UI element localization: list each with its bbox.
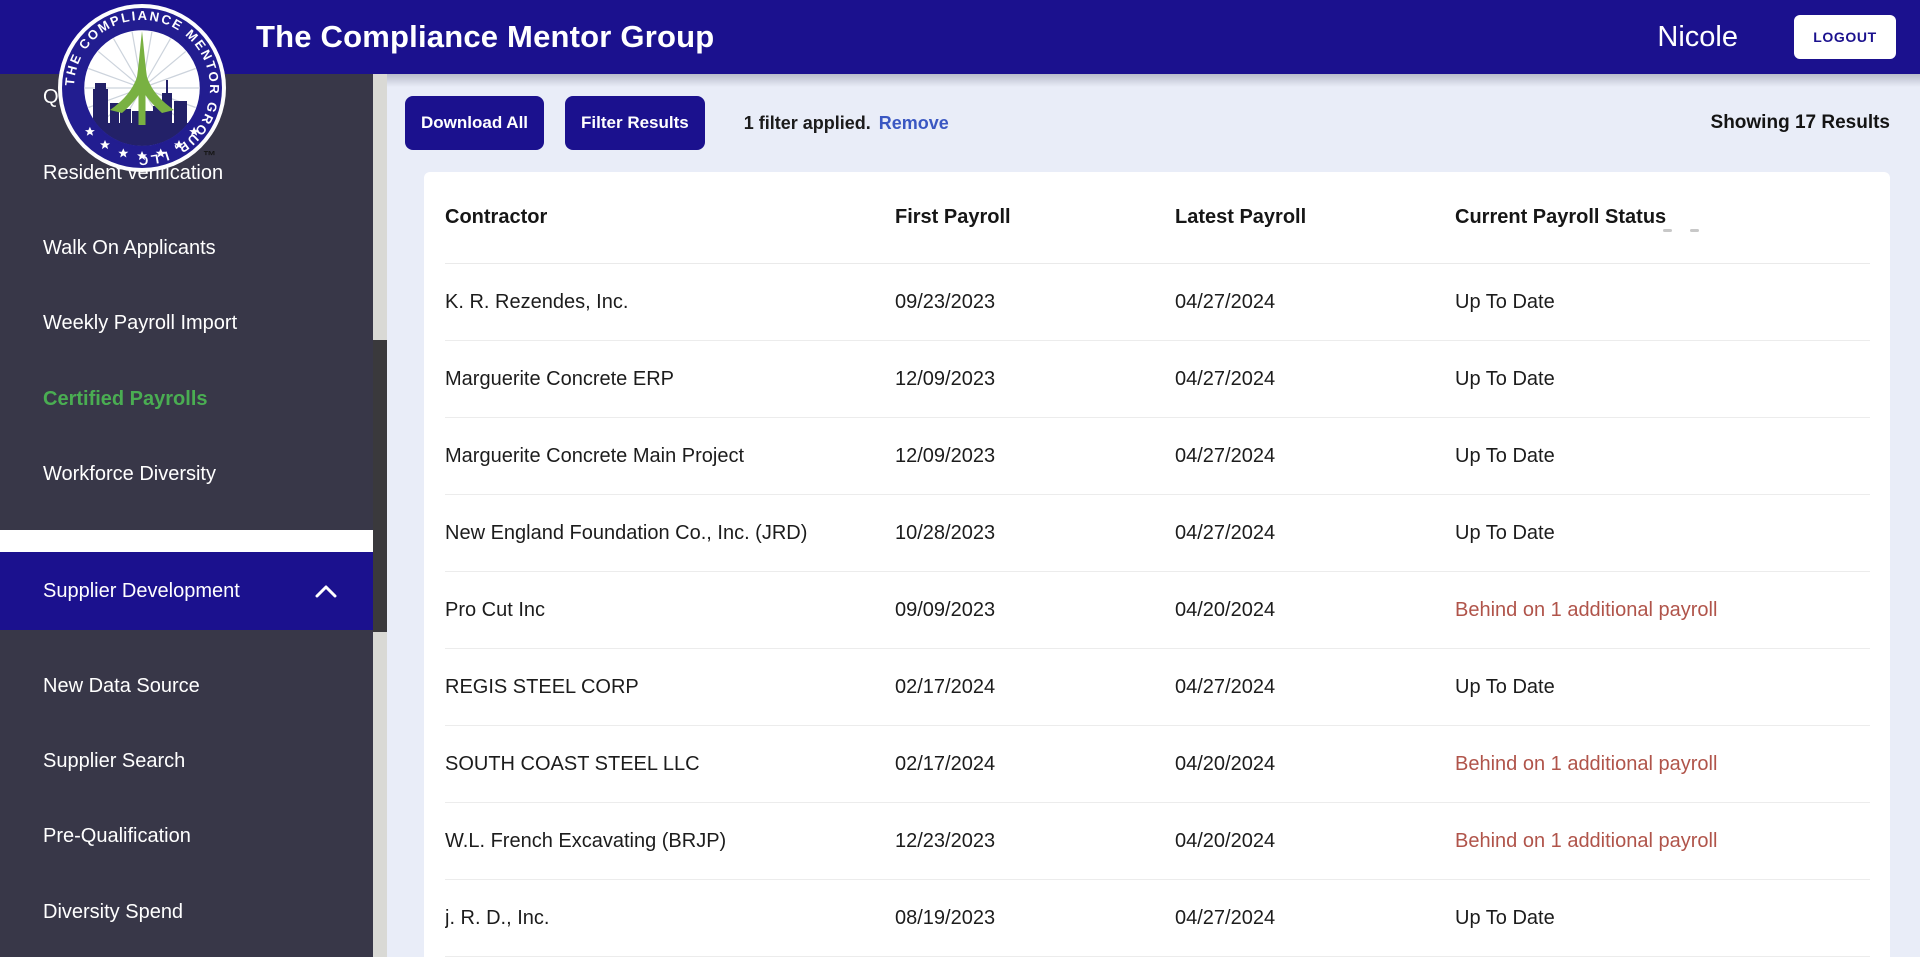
latest-payroll-cell: 04/20/2024 bbox=[1175, 598, 1276, 621]
sidebar-item-weekly-payroll-import[interactable]: Weekly Payroll Import bbox=[43, 312, 238, 335]
download-all-button[interactable]: Download All bbox=[405, 96, 545, 150]
status-cell: Behind on 1 additional payroll bbox=[1455, 598, 1718, 621]
top-bar: The Compliance Mentor Group Nicole LOGOU… bbox=[0, 0, 1920, 74]
logout-button[interactable]: LOGOUT bbox=[1794, 15, 1896, 59]
supplier-development-label: Supplier Development bbox=[43, 579, 240, 602]
sidebar-nav: Qualifications Resident verification Wal… bbox=[0, 74, 373, 957]
table-row[interactable]: New England Foundation Co., Inc. (JRD) 1… bbox=[445, 495, 1870, 572]
sidebar-item-resident-verification[interactable]: Resident verification bbox=[43, 161, 224, 184]
sidebar-item-diversity-spend[interactable]: Diversity Spend bbox=[43, 900, 184, 923]
contractor-cell: Pro Cut Inc bbox=[445, 598, 546, 621]
table-row[interactable]: SOUTH COAST STEEL LLC 02/17/2024 04/20/2… bbox=[445, 726, 1870, 803]
sidebar-item-new-data-source[interactable]: New Data Source bbox=[43, 674, 200, 697]
column-header-current-payroll-status: Current Payroll Status bbox=[1455, 206, 1667, 228]
status-cell: Up To Date bbox=[1455, 367, 1555, 390]
sidebar-section-supplier-development[interactable]: Supplier Development bbox=[0, 552, 373, 631]
contractor-cell: K. R. Rezendes, Inc. bbox=[445, 290, 629, 313]
status-cell: Up To Date bbox=[1455, 290, 1555, 313]
first-payroll-cell: 08/19/2023 bbox=[895, 906, 996, 929]
first-payroll-cell: 02/17/2024 bbox=[895, 675, 996, 698]
contractor-cell: Marguerite Concrete ERP bbox=[445, 367, 674, 390]
trademark-symbol: ™ bbox=[203, 148, 216, 163]
contractor-cell: REGIS STEEL CORP bbox=[445, 675, 639, 698]
sidebar-item-pre-qualification[interactable]: Pre-Qualification bbox=[43, 825, 191, 848]
table-row[interactable]: j. R. D., Inc. 08/19/2023 04/27/2024 Up … bbox=[445, 880, 1870, 957]
sidebar-item-workforce-diversity[interactable]: Workforce Diversity bbox=[43, 463, 216, 486]
contractor-cell: New England Foundation Co., Inc. (JRD) bbox=[445, 521, 808, 544]
latest-payroll-cell: 04/20/2024 bbox=[1175, 752, 1276, 775]
filter-results-button[interactable]: Filter Results bbox=[565, 96, 705, 150]
logged-in-user: Nicole bbox=[1657, 20, 1738, 53]
first-payroll-cell: 12/23/2023 bbox=[895, 829, 996, 852]
contractor-cell: W.L. French Excavating (BRJP) bbox=[445, 829, 727, 852]
table-row[interactable]: Marguerite Concrete ERP 12/09/2023 04/27… bbox=[445, 341, 1870, 418]
scroll-indicator-dash bbox=[1663, 229, 1672, 232]
column-header-latest-payroll: Latest Payroll bbox=[1175, 206, 1307, 228]
first-payroll-cell: 09/09/2023 bbox=[895, 598, 996, 621]
first-payroll-cell: 09/23/2023 bbox=[895, 290, 996, 313]
latest-payroll-cell: 04/27/2024 bbox=[1175, 675, 1276, 698]
status-cell: Up To Date bbox=[1455, 444, 1555, 467]
table-row[interactable]: K. R. Rezendes, Inc. 09/23/2023 04/27/20… bbox=[445, 264, 1870, 341]
sidebar-separator bbox=[0, 530, 373, 553]
table-header-row: Contractor First Payroll Latest Payroll … bbox=[445, 172, 1870, 264]
sidebar-item-certified-payrolls[interactable]: Certified Payrolls bbox=[43, 387, 208, 410]
company-logo: THE COMPLIANCE MENTOR GROUP, LLC bbox=[57, 3, 227, 173]
main-content: Download All Filter Results 1 filter app… bbox=[387, 74, 1920, 957]
sidebar-scrollbar-thumb-top[interactable] bbox=[373, 74, 387, 340]
status-cell: Up To Date bbox=[1455, 521, 1555, 544]
table-row[interactable]: Marguerite Concrete Main Project 12/09/2… bbox=[445, 418, 1870, 495]
sidebar-item-walk-on-applicants[interactable]: Walk On Applicants bbox=[43, 236, 216, 259]
remove-filter-link[interactable]: Remove bbox=[878, 112, 949, 133]
latest-payroll-cell: 04/20/2024 bbox=[1175, 829, 1276, 852]
scroll-indicator-dash bbox=[1690, 229, 1699, 232]
chevron-up-icon bbox=[315, 585, 337, 598]
latest-payroll-cell: 04/27/2024 bbox=[1175, 906, 1276, 929]
latest-payroll-cell: 04/27/2024 bbox=[1175, 444, 1276, 467]
column-header-first-payroll: First Payroll bbox=[895, 206, 1011, 228]
contractor-cell: j. R. D., Inc. bbox=[445, 906, 550, 929]
sidebar-sub-list: New Data Source Supplier Search Pre-Qual… bbox=[0, 630, 373, 950]
status-cell: Up To Date bbox=[1455, 906, 1555, 929]
payroll-table-card: Contractor First Payroll Latest Payroll … bbox=[424, 172, 1890, 957]
filter-applied-status: 1 filter applied. bbox=[743, 112, 871, 133]
first-payroll-cell: 12/09/2023 bbox=[895, 444, 996, 467]
first-payroll-cell: 02/17/2024 bbox=[895, 752, 996, 775]
status-cell: Behind on 1 additional payroll bbox=[1455, 829, 1718, 852]
sidebar-scrollbar-track bbox=[373, 74, 387, 957]
table-row[interactable]: REGIS STEEL CORP 02/17/2024 04/27/2024 U… bbox=[445, 649, 1870, 726]
table-row[interactable]: W.L. French Excavating (BRJP) 12/23/2023… bbox=[445, 803, 1870, 880]
results-toolbar: Download All Filter Results 1 filter app… bbox=[405, 96, 1890, 150]
contractor-cell: Marguerite Concrete Main Project bbox=[445, 444, 745, 467]
status-cell: Behind on 1 additional payroll bbox=[1455, 752, 1718, 775]
status-cell: Up To Date bbox=[1455, 675, 1555, 698]
latest-payroll-cell: 04/27/2024 bbox=[1175, 367, 1276, 390]
first-payroll-cell: 12/09/2023 bbox=[895, 367, 996, 390]
first-payroll-cell: 10/28/2023 bbox=[895, 521, 996, 544]
results-count: Showing 17 Results bbox=[1710, 112, 1890, 133]
column-header-contractor: Contractor bbox=[445, 206, 548, 228]
table-row[interactable]: Pro Cut Inc 09/09/2023 04/20/2024 Behind… bbox=[445, 572, 1870, 649]
latest-payroll-cell: 04/27/2024 bbox=[1175, 521, 1276, 544]
latest-payroll-cell: 04/27/2024 bbox=[1175, 290, 1276, 313]
app-title: The Compliance Mentor Group bbox=[256, 19, 715, 54]
sidebar-item-supplier-search[interactable]: Supplier Search bbox=[43, 749, 186, 772]
contractor-cell: SOUTH COAST STEEL LLC bbox=[445, 752, 700, 775]
sidebar-scrollbar-thumb-bottom[interactable] bbox=[373, 632, 387, 957]
company-seal-icon: THE COMPLIANCE MENTOR GROUP, LLC bbox=[58, 4, 226, 172]
